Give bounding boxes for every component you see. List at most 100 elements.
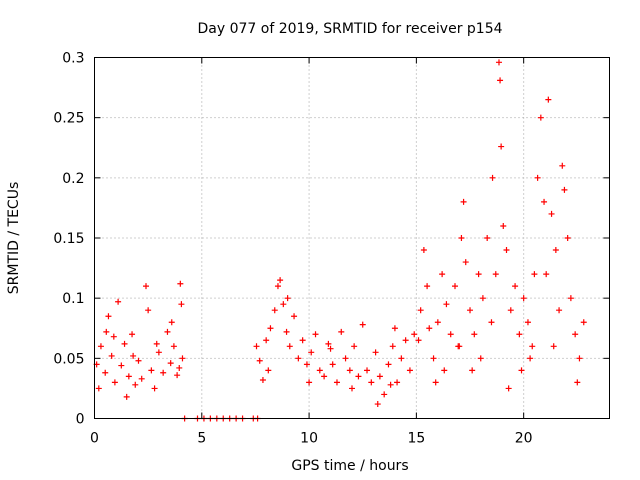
data-point [176, 364, 183, 371]
data-point [498, 143, 505, 150]
data-point [179, 355, 186, 362]
data-point [167, 360, 174, 367]
data-point [253, 343, 260, 350]
data-point [277, 277, 284, 284]
data-point [263, 337, 270, 344]
data-point [576, 355, 583, 362]
data-point [132, 381, 139, 388]
data-point [329, 361, 336, 368]
data-point [321, 373, 328, 380]
data-point [170, 343, 177, 350]
data-point [456, 343, 463, 350]
data-point [164, 328, 171, 335]
data-point [420, 247, 427, 254]
data-point [308, 349, 315, 356]
data-point [564, 235, 571, 241]
data-point [349, 385, 355, 392]
axis-ticks [94, 57, 610, 419]
data-point [95, 385, 102, 392]
data-point [531, 271, 538, 278]
data-point [256, 357, 263, 364]
data-point [385, 361, 392, 368]
data-point [484, 235, 491, 241]
y-axis-label: SRMTID / TECUs [6, 182, 22, 295]
data-point [374, 401, 381, 408]
data-point [479, 295, 486, 302]
data-point [460, 198, 467, 205]
data-point [364, 367, 371, 374]
data-point [543, 271, 550, 278]
data-point [303, 361, 310, 368]
y-tick-label: 0.05 [53, 351, 84, 367]
data-point [477, 355, 484, 362]
data-point [306, 379, 313, 386]
data-point [359, 321, 366, 328]
data-point [402, 337, 409, 344]
data-point [387, 381, 394, 388]
data-point [121, 340, 128, 347]
data-point [550, 343, 557, 350]
data-point [516, 331, 523, 338]
x-tick-labels: 0 5 10 15 20 [90, 431, 533, 447]
data-point [389, 343, 396, 350]
data-point [291, 313, 298, 320]
data-point [394, 379, 401, 386]
data-point [259, 376, 266, 383]
data-point [97, 343, 104, 350]
grid-lines [94, 57, 610, 419]
data-point [545, 96, 552, 103]
data-point [178, 301, 185, 308]
data-point [327, 345, 334, 352]
data-point [561, 186, 568, 193]
data-point [123, 393, 130, 400]
data-point [574, 379, 581, 386]
y-tick-label: 0.3 [62, 51, 84, 67]
x-tick-label: 15 [407, 431, 425, 447]
data-point [265, 367, 272, 374]
data-point [452, 283, 458, 290]
data-point [110, 333, 117, 340]
data-point [381, 391, 388, 398]
x-axis-label: GPS time / hours [291, 458, 408, 474]
data-point [489, 174, 496, 181]
data-point [417, 307, 424, 314]
data-point [552, 247, 559, 254]
data-point [424, 283, 431, 290]
y-tick-label: 0.15 [53, 231, 84, 247]
data-point [115, 298, 122, 305]
data-point [434, 319, 441, 326]
data-point [283, 328, 290, 335]
data-point [441, 367, 448, 374]
data-point [512, 283, 519, 290]
data-point [572, 331, 579, 338]
x-tick-label: 10 [300, 431, 318, 447]
data-point [333, 379, 340, 386]
y-tick-labels: 0 0.05 0.1 0.15 0.2 0.25 0.3 [53, 51, 84, 428]
data-point [467, 307, 474, 314]
data-points [93, 59, 587, 422]
data-point [267, 325, 274, 332]
data-point [338, 328, 345, 335]
data-point [130, 352, 137, 359]
data-point [503, 247, 510, 254]
data-point [439, 271, 446, 278]
data-point [415, 337, 422, 344]
x-tick-label: 5 [197, 431, 206, 447]
data-point [527, 355, 534, 362]
data-point [458, 235, 465, 241]
data-point [471, 331, 478, 338]
data-point [103, 328, 110, 335]
x-tick-label: 0 [90, 431, 99, 447]
data-point [520, 295, 527, 302]
y-tick-label: 0.25 [53, 111, 84, 127]
data-point [497, 77, 504, 84]
data-point [559, 162, 566, 169]
data-point [475, 271, 482, 278]
y-tick-label: 0.2 [62, 171, 84, 187]
data-point [500, 222, 507, 229]
data-point [355, 373, 362, 380]
y-tick-label: 0.1 [62, 291, 84, 307]
data-point [548, 210, 555, 217]
data-point [153, 340, 160, 347]
